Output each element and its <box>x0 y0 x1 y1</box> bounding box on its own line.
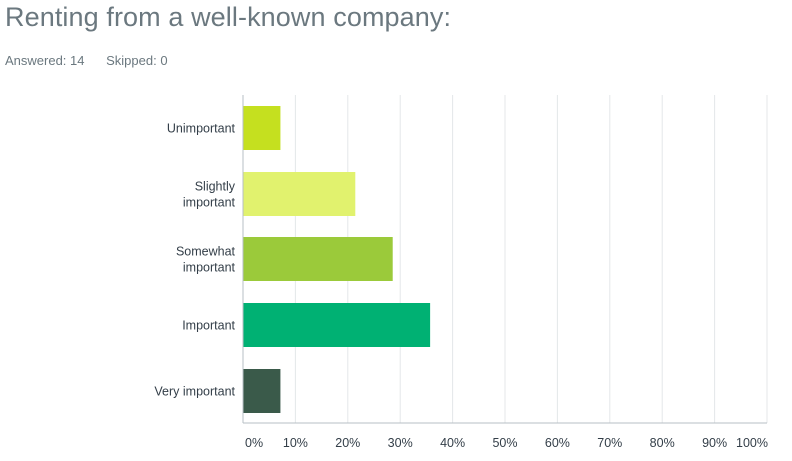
x-tick-label: 0% <box>245 436 263 450</box>
category-label-line: important <box>183 196 236 210</box>
category-label-line: Important <box>182 319 235 333</box>
category-label-line: Unimportant <box>167 122 236 136</box>
skipped-count: Skipped: 0 <box>106 53 168 68</box>
category-label-line: Very important <box>154 385 235 399</box>
category-label: Somewhat important <box>176 245 236 275</box>
x-tick-label: 40% <box>440 436 465 450</box>
category-label: Slightly important <box>183 180 236 210</box>
x-tick-label: 50% <box>492 436 517 450</box>
category-label: Very important <box>154 385 235 399</box>
x-tick-label: 90% <box>702 436 727 450</box>
bar <box>243 369 281 413</box>
x-tick-label: 70% <box>597 436 622 450</box>
x-tick-label: 30% <box>388 436 413 450</box>
bar <box>243 106 281 150</box>
response-stats: Answered: 14 Skipped: 0 <box>5 53 186 68</box>
category-label: Important <box>182 319 235 333</box>
x-tick-label: 100% <box>736 436 768 450</box>
x-tick-label: 80% <box>650 436 675 450</box>
bar <box>243 172 356 216</box>
x-tick-label: 10% <box>283 436 308 450</box>
category-label-line: Slightly <box>195 180 236 194</box>
category-label: Unimportant <box>167 122 236 136</box>
bar <box>243 237 393 281</box>
answered-count: Answered: 14 <box>5 53 85 68</box>
question-title: Renting from a well-known company: <box>5 2 452 32</box>
bar <box>243 303 431 347</box>
category-label-line: important <box>183 261 236 275</box>
x-tick-label: 20% <box>335 436 360 450</box>
category-label-line: Somewhat <box>176 245 236 259</box>
x-tick-label: 60% <box>545 436 570 450</box>
